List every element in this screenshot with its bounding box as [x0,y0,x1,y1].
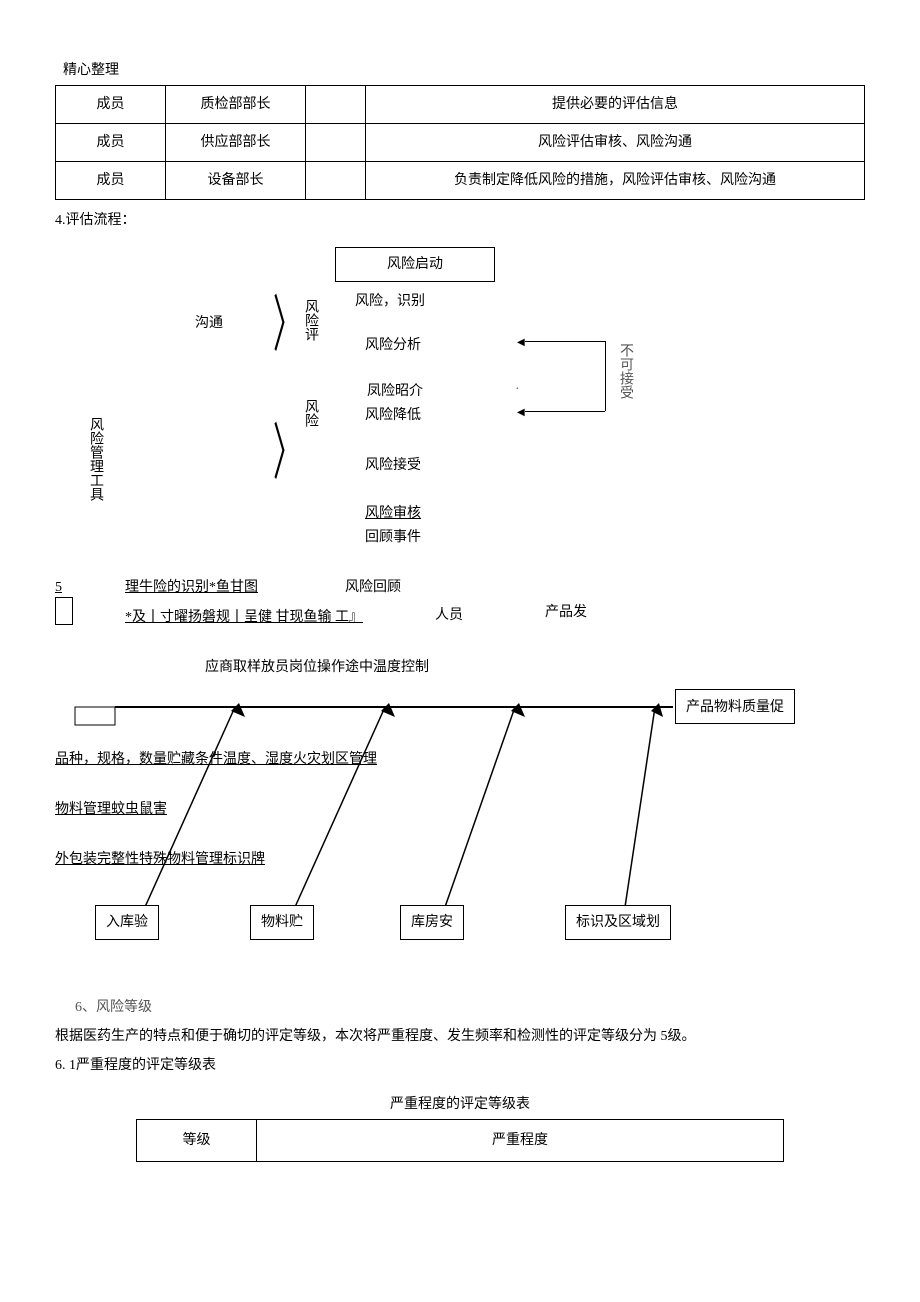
section6-sub: 6. 1严重程度的评定等级表 [55,1055,865,1076]
item5-line2b: 人员 [435,605,463,626]
fb-box1: 入库验 [95,905,159,940]
rating-header-row: 等级 严重程度 [137,1120,784,1162]
table-row: 成员质检部部长 提供必要的评估信息 [56,86,865,124]
rating-col2: 严重程度 [257,1120,784,1162]
fishbone-area: 应商取样放员岗位操作途中温度控制 产品物料质量促 品种，规格，数量贮藏条件温度、… [55,657,865,987]
flow-left-risk1: 风险评 [300,299,321,341]
section6: 6、风险等级 根据医药生产的特点和便于确切的评定等级，本次将严重程度、发生频率和… [55,997,865,1162]
rating-col1: 等级 [137,1120,257,1162]
fb-result-box: 产品物料质量促 [675,689,795,724]
section6-para: 根据医药生产的特点和便于确切的评定等级，本次将严重程度、发生频率和检测性的评定等… [55,1026,865,1047]
table-cell [306,86,366,124]
small-box-icon [55,597,73,625]
flowchart-area: 风险启动 风险，识别 风险分析 凤险昭介 风险降低 风险接受 风险审核 回顾事件… [55,247,865,647]
flow-review: 风险回顾 [345,577,401,598]
num5-label: 5 [55,577,62,598]
table-cell: 供应部部长 [166,124,306,162]
members-table: 成员质检部部长提供必要的评估信息成员供应部部长风险评估审核、风险沟通成员设备部长… [55,85,865,200]
fb-box2: 物料贮 [250,905,314,940]
fb-top-text: 应商取样放员岗位操作途中温度控制 [205,657,429,678]
rating-table: 等级 严重程度 [136,1119,784,1162]
flow-analysis: 风险分析 [365,335,421,356]
table-cell: 提供必要的评估信息 [366,86,865,124]
flow-audit: 风险审核 [365,503,421,524]
flow-identify: 风险，识别 [355,291,425,312]
flow-left-comm: 沟通 [195,313,223,334]
table-cell: 负责制定降低风险的措施，风险评估审核、风险沟通 [366,162,865,200]
arrow-line-1 [525,341,605,342]
fb-box4: 标识及区域划 [565,905,671,940]
item5-line2a: *及丨寸曜扬磐规丨呈健 甘现鱼输 工』 [125,607,363,628]
table-cell: 风险评估审核、风险沟通 [366,124,865,162]
section4-title: 4.评估流程： [55,210,865,231]
table-cell: 设备部长 [166,162,306,200]
dot-icon: · [515,379,520,400]
fb-branch2: 物料管理蚊虫鼠害 [55,799,167,820]
flow-event: 回顾事件 [365,527,421,548]
table-row: 成员供应部部长 风险评估审核、风险沟通 [56,124,865,162]
fb-box3: 库房安 [400,905,464,940]
table-cell: 成员 [56,124,166,162]
bracket2-icon: 〉 [273,410,301,502]
table-cell [306,162,366,200]
table-row: 成员设备部长 负责制定降低风险的措施，风险评估审核、风险沟通 [56,162,865,200]
section6-title: 6、风险等级 [75,997,865,1018]
flow-intro: 凤险昭介 [367,381,423,402]
table-cell [306,124,366,162]
table-cell: 成员 [56,86,166,124]
rating-table-title: 严重程度的评定等级表 [55,1094,865,1115]
fb-branch3: 外包装完整性特殊物料管理标识牌 [55,849,265,870]
flow-left-risk2: 风险 [300,399,321,427]
arrow-line-2 [525,411,605,412]
table-cell: 成员 [56,162,166,200]
flow-accept: 风险接受 [365,455,421,476]
flow-left-tool: 风险管理工具 [85,417,106,501]
page-header-label: 精心整理 [63,60,865,81]
vert-line-1 [605,341,606,411]
item5-line2c: 产品发 [545,602,587,623]
table-cell: 质检部部长 [166,86,306,124]
bracket1-icon: 〉 [273,282,301,374]
item5-line1: 理牛险的识别*鱼甘图 [125,577,258,598]
fb-branch1: 品种，规格，数量贮藏条件温度、湿度火灾划区管理 [55,749,377,770]
flow-reduce: 风险降低 [365,405,421,426]
flow-right-na: 不可接受 [615,343,636,399]
flow-start-box: 风险启动 [335,247,495,282]
